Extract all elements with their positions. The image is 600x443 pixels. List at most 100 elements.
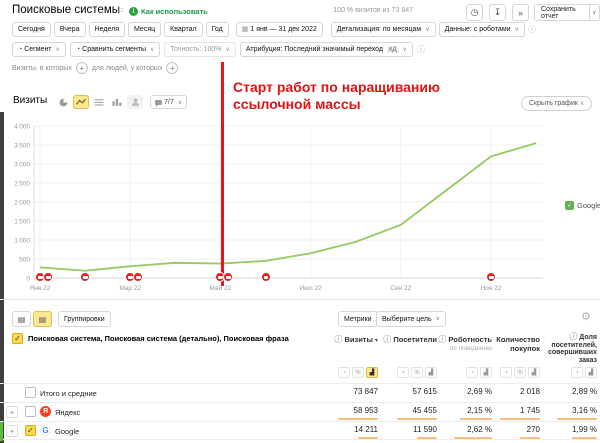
comment-marker[interactable] [43,272,53,282]
map-person-icon[interactable] [127,95,143,109]
info-icon: ⓘ [383,335,392,344]
share-access-button: » [512,4,529,21]
chart-canvas: 0 500 1 000 1 500 2 000 2 500 3 000 3 500 4 000 Я… [14,124,543,292]
percent-toggle-icon[interactable]: % [514,367,526,378]
compare-segments-button[interactable]: ◔ Сравнить сегменты ∨ [69,42,161,57]
comment-marker[interactable] [133,272,144,282]
yandex-checkbox[interactable] [25,406,36,417]
list-view-icon: ▤ [17,314,26,324]
data-mode-select[interactable]: Данные: с роботами ∨ [438,22,525,37]
chart-annotation-text: Старт работ по наращиванию ссылочной мас… [233,79,440,112]
page-title: Поисковые системы [12,4,120,16]
x-tick-label: Сен 22 [390,285,411,292]
metrics-button[interactable]: Метрики [338,311,378,327]
add-people-condition-button[interactable]: + [166,62,179,74]
column-header-order-share[interactable]: ⓘ Доля посетителей, совершивших заказ [543,333,597,364]
segment-button[interactable]: ◔ Сегмент ∨ [12,42,66,57]
hide-chart-button[interactable]: Скрыть график ∧ [521,96,593,111]
percent-toggle-icon[interactable]: % [411,367,423,378]
legend-series-label: Google [577,201,600,210]
select-goal-button[interactable]: Выберите цель ∨ [376,311,447,327]
plus-icon: + [9,426,15,436]
google-robotness: 2,62 % [467,425,492,434]
comment-bubble-icon [155,99,162,107]
bookmark-icon[interactable]: ⚐ [116,6,125,16]
expand-row-button[interactable]: + [6,406,18,418]
calendar-icon: ▦ [241,26,249,33]
series-line-google [39,142,537,272]
totals-checkbox[interactable] [25,387,36,398]
annotation-line-2: ссылочной массы [233,95,361,112]
period-year-button[interactable]: Год [205,22,229,37]
expand-row-button[interactable]: + [6,425,18,437]
table-row-totals: Итого и средние 73 847 57 615 2,69 % 2 0… [0,383,600,402]
tree-view-button[interactable]: ▤ [33,311,52,327]
chevron-down-icon: ∨ [425,26,430,33]
y-tick-label: 500 [19,257,30,264]
add-visit-condition-button[interactable]: + [75,62,88,74]
download-icon[interactable]: ↧ [493,7,502,17]
pie-toggle-icon[interactable]: ◔ [338,367,350,378]
gear-icon[interactable]: ⚙ [581,311,591,323]
attribution-select[interactable]: Атрибуция: Последний значимый переход КД… [239,42,413,57]
how-to-use-icon: i [129,7,138,16]
pie-toggle-icon[interactable]: ◔ [571,367,583,378]
pie-toggle-icon[interactable]: ◔ [397,367,409,378]
line-chart-icon[interactable] [73,95,89,109]
period-week-button[interactable]: Неделя [88,22,126,37]
comment-marker[interactable] [223,272,234,282]
clock-icon[interactable]: ◷ [470,7,479,17]
pie-chart-icon[interactable] [55,95,71,109]
condition-row: Визиты, в которых + для людей, у которых… [12,62,179,74]
column-header-robotness[interactable]: ⓘ Роботность по поведению [422,335,492,353]
chart-legend[interactable]: ✓ Google [565,201,600,210]
y-tick-label: 1 000 [14,238,30,245]
row-label[interactable]: Яндекс [55,408,81,417]
pie-toggle-icon[interactable]: ◔ [500,367,512,378]
dimension-checkbox[interactable]: ✓ [12,333,23,344]
detalization-select[interactable]: Детализация: по месяцам ∨ [330,22,436,37]
comment-marker[interactable] [486,272,496,282]
google-checkbox[interactable]: ✓ [25,425,36,436]
column-header-visits[interactable]: ⓘ Визиты ▾ [308,335,378,346]
how-to-use-link[interactable]: Как использовать [141,7,208,16]
bars-toggle-icon[interactable]: ▟ [425,367,437,378]
google-purchases: 270 [526,425,540,434]
percent-toggle-icon[interactable]: % [352,367,364,378]
dimension-label[interactable]: Поисковая система, Поисковая система (де… [28,334,289,343]
pie-toggle-icon[interactable]: ◔ [466,367,478,378]
save-report-label[interactable]: Сохранить отчет [535,5,589,20]
chevron-down-icon: ∨ [225,46,230,53]
column-chart-icon[interactable] [109,95,125,109]
flat-view-button[interactable]: ▤ [12,311,31,327]
bars-toggle-icon[interactable]: ▟ [528,367,540,378]
period-yesterday-button[interactable]: Вчера [53,22,86,37]
pointer-icon[interactable]: » [517,7,523,18]
save-report-button[interactable]: Сохранить отчет ∨ [534,4,600,21]
period-month-button[interactable]: Месяц [128,22,162,37]
groupings-button[interactable]: Группировки [58,311,111,327]
bars-toggle-icon[interactable]: ▟ [366,367,378,378]
column-label: Доля посетителей, совершивших заказ [547,334,597,364]
comment-marker[interactable] [80,272,91,282]
date-range-button[interactable]: ▦ 1 янв — 31 дек 2022 [235,22,323,37]
stacked-chart-icon[interactable] [91,95,107,109]
hide-chart-label: Скрыть график [529,100,578,107]
info-icon: ⓘ [438,335,447,344]
column-header-purchases[interactable]: Количество покупок [488,335,540,353]
annotations-chip[interactable]: 7/7 ∨ [150,95,188,109]
bars-toggle-icon[interactable]: ▟ [480,367,492,378]
totals-order-share: 2,89 % [572,387,597,396]
save-report-dropdown[interactable]: ∨ [588,5,599,20]
period-quarter-button[interactable]: Квартал [164,22,203,37]
selected-row-stripe [0,422,3,441]
column-header-visitors[interactable]: ⓘ Посетители [367,335,437,345]
yandex-visitors: 45 455 [412,406,437,415]
bars-toggle-icon[interactable]: ▟ [585,367,597,378]
period-today-button[interactable]: Сегодня [12,22,51,37]
row-label[interactable]: Google [55,427,80,436]
comment-marker[interactable] [260,272,271,282]
google-visitors: 11 590 [413,425,437,434]
accuracy-select[interactable]: Точность: 100% ∨ [164,42,236,57]
visits-line-chart: 0 500 1 000 1 500 2 000 2 500 3 000 3 500 4 000 Я… [0,62,600,296]
